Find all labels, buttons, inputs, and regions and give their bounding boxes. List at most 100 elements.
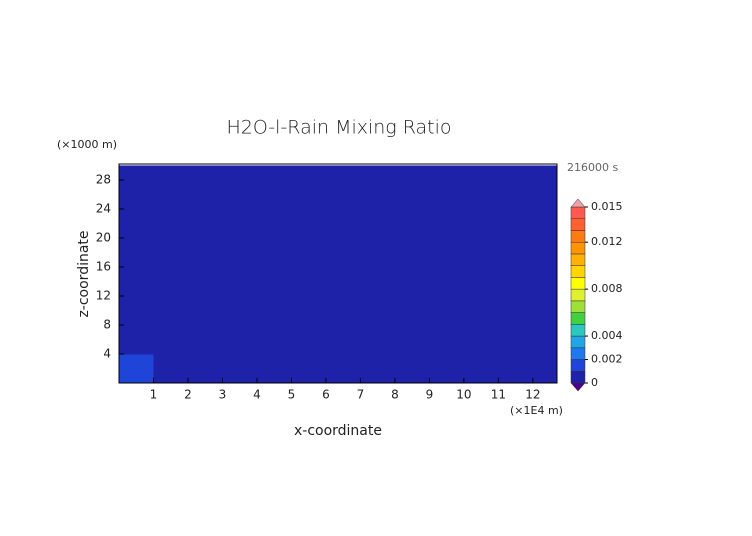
cell bbox=[187, 310, 223, 326]
cell bbox=[153, 223, 189, 239]
y-tick-label: 12 bbox=[96, 288, 111, 302]
cell bbox=[119, 281, 154, 297]
cell bbox=[360, 179, 396, 195]
cell bbox=[498, 295, 534, 311]
cell bbox=[394, 281, 430, 297]
y-unit: (×1000 m) bbox=[57, 138, 117, 151]
cell bbox=[119, 368, 154, 383]
cell bbox=[153, 324, 189, 340]
y-tick-label: 16 bbox=[96, 259, 111, 273]
cell bbox=[291, 368, 327, 383]
x-tick-label: 7 bbox=[357, 388, 365, 402]
cell bbox=[256, 223, 292, 239]
cell bbox=[256, 179, 292, 195]
cell bbox=[187, 179, 223, 195]
cell bbox=[187, 281, 223, 297]
cell bbox=[429, 179, 465, 195]
colorbar-band bbox=[570, 277, 586, 290]
cell bbox=[153, 295, 189, 311]
cell bbox=[187, 252, 223, 268]
cell bbox=[291, 252, 327, 268]
cell bbox=[187, 194, 223, 210]
x-tick-label: 12 bbox=[525, 388, 540, 402]
cell bbox=[325, 295, 361, 311]
cell bbox=[498, 165, 534, 181]
cell bbox=[291, 194, 327, 210]
cell bbox=[256, 165, 292, 181]
cell bbox=[256, 266, 292, 282]
cell bbox=[256, 368, 292, 383]
cell bbox=[498, 223, 534, 239]
cell bbox=[187, 266, 223, 282]
x-unit: (×1E4 m) bbox=[510, 404, 563, 417]
y-tick-label: 24 bbox=[96, 201, 111, 215]
x-tick-label: 1 bbox=[150, 388, 158, 402]
colorbar-band bbox=[570, 324, 586, 337]
cell bbox=[463, 237, 499, 253]
cell bbox=[532, 310, 557, 326]
cell bbox=[360, 324, 396, 340]
colorbar-band bbox=[570, 347, 586, 360]
cell bbox=[222, 237, 258, 253]
cell bbox=[187, 223, 223, 239]
cell bbox=[256, 353, 292, 369]
cell bbox=[463, 339, 499, 355]
cell bbox=[325, 223, 361, 239]
cell bbox=[325, 237, 361, 253]
cell bbox=[463, 179, 499, 195]
x-axis-label: x-coordinate bbox=[294, 423, 382, 439]
cell bbox=[532, 353, 557, 369]
cell bbox=[360, 208, 396, 224]
cell bbox=[119, 194, 154, 210]
colorbar-tick-label: 0.004 bbox=[591, 329, 623, 342]
cell bbox=[360, 295, 396, 311]
cell bbox=[119, 353, 154, 369]
colorbar-band bbox=[570, 371, 586, 384]
cell bbox=[325, 324, 361, 340]
cell bbox=[429, 223, 465, 239]
colorbar-tick-label: 0.008 bbox=[591, 282, 623, 295]
cell bbox=[463, 165, 499, 181]
cell bbox=[291, 223, 327, 239]
cell bbox=[256, 295, 292, 311]
cell bbox=[325, 179, 361, 195]
cell bbox=[187, 295, 223, 311]
y-tick-label: 8 bbox=[103, 317, 111, 331]
cell bbox=[532, 339, 557, 355]
cell bbox=[119, 324, 154, 340]
cell bbox=[119, 237, 154, 253]
y-axis-label: z-coordinate bbox=[76, 230, 92, 317]
cell bbox=[119, 339, 154, 355]
cell bbox=[498, 237, 534, 253]
plot-frame bbox=[118, 163, 558, 384]
colorbar-band bbox=[570, 206, 586, 219]
cell bbox=[532, 223, 557, 239]
cell bbox=[153, 194, 189, 210]
cell bbox=[360, 266, 396, 282]
cell bbox=[532, 295, 557, 311]
cell bbox=[187, 324, 223, 340]
cell bbox=[463, 310, 499, 326]
cell bbox=[394, 165, 430, 181]
cell bbox=[291, 208, 327, 224]
cell bbox=[429, 353, 465, 369]
cell bbox=[291, 179, 327, 195]
x-tick-label: 4 bbox=[253, 388, 261, 402]
cell bbox=[394, 208, 430, 224]
colorbar-tick-label: 0.015 bbox=[591, 200, 623, 213]
cell bbox=[187, 368, 223, 383]
cell bbox=[394, 295, 430, 311]
cell bbox=[325, 208, 361, 224]
cell bbox=[360, 223, 396, 239]
colorbar-band bbox=[570, 241, 586, 255]
cell bbox=[394, 252, 430, 268]
cell bbox=[394, 368, 430, 383]
cell bbox=[256, 252, 292, 268]
x-tick-label: 6 bbox=[322, 388, 330, 402]
cell bbox=[153, 165, 189, 181]
cell bbox=[222, 266, 258, 282]
cell bbox=[153, 208, 189, 224]
cell bbox=[463, 324, 499, 340]
cell bbox=[256, 237, 292, 253]
cell bbox=[394, 237, 430, 253]
